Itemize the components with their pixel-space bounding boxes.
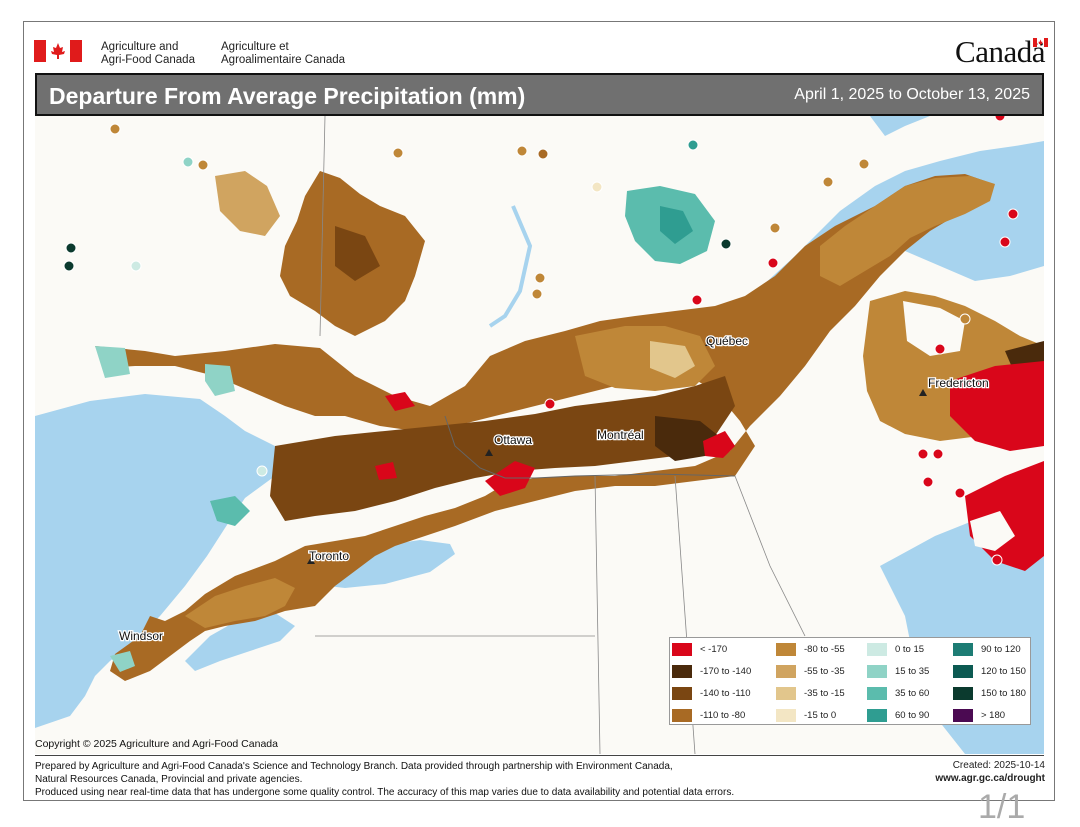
map-legend: < -170 -170 to -140 -140 to -110 -110 to… bbox=[669, 637, 1031, 725]
legend-swatch bbox=[672, 687, 692, 700]
city-label-montreal: Montréal bbox=[597, 428, 644, 442]
city-label-windsor: Windsor bbox=[119, 629, 163, 643]
legend-swatch bbox=[867, 665, 887, 678]
legend-label: -110 to -80 bbox=[700, 710, 746, 721]
precip-region-northwest bbox=[215, 171, 280, 236]
org-fr-line2: Agroalimentaire Canada bbox=[221, 54, 346, 66]
precip-patch-fredericton-red bbox=[950, 361, 1044, 451]
city-label-ottawa: Ottawa bbox=[494, 433, 532, 447]
legend-swatch bbox=[953, 709, 973, 722]
precip-region-gaspe bbox=[820, 176, 995, 286]
legend-label: -170 to -140 bbox=[700, 666, 752, 677]
footer-divider bbox=[35, 755, 1044, 756]
drought-url-link[interactable]: www.agr.gc.ca/drought bbox=[935, 773, 1045, 784]
precip-region-core-dry bbox=[270, 376, 735, 521]
city-label-toronto: Toronto bbox=[309, 549, 349, 563]
canada-wordmark: Canadä bbox=[955, 34, 1048, 70]
precip-region-southern-band bbox=[95, 174, 985, 681]
legend-swatch bbox=[953, 665, 973, 678]
legend-swatch bbox=[672, 643, 692, 656]
org-fr-line1: Agriculture et bbox=[221, 41, 289, 53]
legend-swatch bbox=[953, 643, 973, 656]
org-name-french: Agriculture et Agroalimentaire Canada bbox=[221, 41, 345, 67]
title-bar: Departure From Average Precipitation (mm… bbox=[35, 73, 1044, 116]
legend-label: -15 to 0 bbox=[804, 710, 837, 721]
date-range: April 1, 2025 to October 13, 2025 bbox=[794, 86, 1030, 103]
legend-swatch bbox=[867, 687, 887, 700]
legend-label: 35 to 60 bbox=[895, 688, 930, 699]
legend-swatch bbox=[776, 687, 796, 700]
lake-huron bbox=[35, 394, 297, 728]
legend-swatch bbox=[776, 709, 796, 722]
legend-swatch bbox=[776, 665, 796, 678]
map-copyright: Copyright © 2025 Agriculture and Agri-Fo… bbox=[35, 738, 278, 750]
legend-swatch bbox=[672, 709, 692, 722]
org-name-english: Agriculture and Agri-Food Canada bbox=[101, 41, 195, 67]
legend-label: 60 to 90 bbox=[895, 710, 930, 721]
lake-erie bbox=[185, 613, 295, 671]
city-label-quebec: Québec bbox=[706, 334, 748, 348]
legend-label: < -170 bbox=[700, 644, 728, 655]
footer-credit-line2: Natural Resources Canada, Provincial and… bbox=[35, 774, 303, 785]
city-markers bbox=[307, 339, 927, 564]
legend-label: -35 to -15 bbox=[804, 688, 845, 699]
river bbox=[488, 205, 533, 328]
legend-swatch bbox=[776, 643, 796, 656]
org-en-line2: Agri-Food Canada bbox=[101, 54, 195, 66]
legend-label: 150 to 180 bbox=[981, 688, 1026, 699]
legend-label: 0 to 15 bbox=[895, 644, 925, 655]
footer-disclaimer: Produced using near real-time data that … bbox=[35, 787, 735, 798]
northern-water bbox=[870, 116, 930, 136]
provincial-boundary bbox=[444, 415, 736, 479]
created-date: Created: 2025-10-14 bbox=[952, 760, 1045, 771]
legend-label: -55 to -35 bbox=[804, 666, 845, 677]
legend-label: 15 to 35 bbox=[895, 666, 930, 677]
legend-label: -140 to -110 bbox=[700, 688, 751, 699]
page-indicator: 1/1 bbox=[978, 788, 1026, 826]
wordmark-text: Canadä bbox=[955, 34, 1045, 69]
legend-label: 120 to 150 bbox=[981, 666, 1026, 677]
station-dots bbox=[63, 116, 1019, 566]
legend-swatch bbox=[867, 643, 887, 656]
legend-swatch bbox=[867, 709, 887, 722]
legend-label: -80 to -55 bbox=[804, 644, 845, 655]
legend-swatch bbox=[953, 687, 973, 700]
wordmark-flag-icon bbox=[1033, 38, 1048, 47]
map-title: Departure From Average Precipitation (mm… bbox=[49, 83, 526, 109]
legend-label: 90 to 120 bbox=[981, 644, 1021, 655]
legend-swatch bbox=[672, 665, 692, 678]
state-boundaries bbox=[315, 116, 806, 754]
canada-flag-icon bbox=[34, 40, 82, 62]
footer-credit-line1: Prepared by Agriculture and Agri-Food Ca… bbox=[35, 761, 673, 772]
org-en-line1: Agriculture and bbox=[101, 41, 179, 53]
legend-label: > 180 bbox=[981, 710, 1006, 721]
city-label-fredericton: Fredericton bbox=[928, 376, 989, 390]
